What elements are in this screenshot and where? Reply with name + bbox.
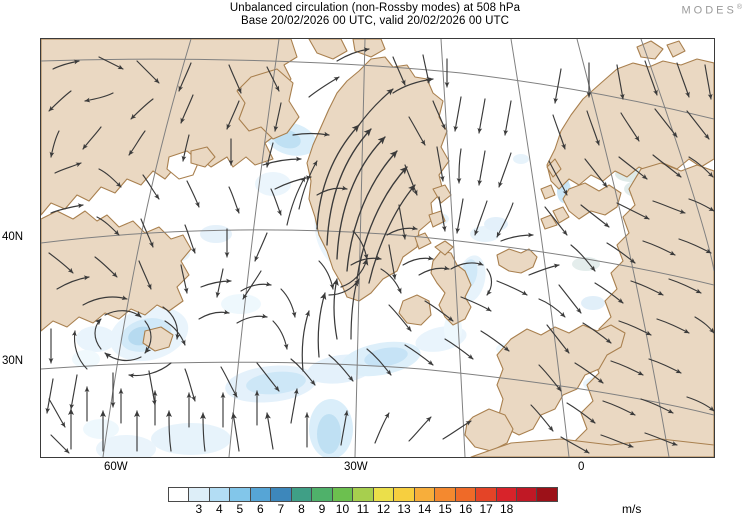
map-plot-area[interactable] — [40, 38, 715, 458]
colorbar-tick: 5 — [236, 502, 244, 516]
colorbar-swatch — [230, 488, 251, 501]
colorbar-tick: 9 — [318, 502, 326, 516]
y-axis-label-40n: 40N — [2, 231, 24, 243]
colorbar-swatch — [291, 488, 313, 501]
colorbar-swatch — [169, 488, 190, 501]
modes-logo-text: MODES — [681, 4, 737, 17]
colorbar-tick: 18 — [499, 502, 514, 516]
colorbar-tick: 4 — [215, 502, 223, 516]
colorbar-tick: 11 — [356, 502, 370, 516]
colorbar-swatch — [455, 488, 477, 501]
x-axis-label-30w: 30W — [344, 461, 368, 473]
colorbar-swatch — [332, 488, 354, 501]
colorbar-tick: 12 — [376, 502, 391, 516]
y-axis-label-30n: 30N — [2, 355, 24, 367]
colorbar-swatch — [516, 488, 538, 501]
colorbar-tick: 7 — [277, 502, 285, 516]
map-canvas — [41, 39, 714, 457]
chart-title: Unbalanced circulation (non-Rossby modes… — [0, 2, 750, 28]
x-axis-label-0: 0 — [578, 461, 585, 473]
colorbar-swatch — [189, 488, 210, 501]
graticule-layer — [41, 39, 714, 457]
x-axis-label-60w: 60W — [104, 461, 128, 473]
colorbar-swatch — [271, 488, 292, 501]
modes-logo: MODES® — [681, 4, 742, 17]
colorbar-unit-label: m/s — [622, 502, 642, 516]
colorbar-tick: 6 — [257, 502, 264, 516]
colorbar — [168, 487, 558, 502]
colorbar-tick: 13 — [397, 502, 411, 516]
colorbar-tick: 10 — [335, 502, 350, 516]
colorbar-swatch — [353, 488, 374, 501]
title-line-1: Unbalanced circulation (non-Rossby modes… — [229, 2, 521, 14]
colorbar-swatch — [250, 488, 272, 501]
colorbar-tick: 3 — [195, 502, 203, 516]
colorbar-swatch — [476, 488, 497, 501]
colorbar-swatch — [373, 488, 395, 501]
colorbar-swatch — [496, 488, 517, 501]
colorbar-swatch — [394, 488, 415, 501]
colorbar-swatch — [435, 488, 456, 501]
colorbar-tick-labels: 3 4 5 6 7 8 9 10 11 12 13 14 15 16 17 18 — [168, 502, 558, 518]
title-line-2: Base 20/02/2026 00 UTC, valid 20/02/2026… — [240, 15, 510, 27]
colorbar-swatch — [414, 488, 436, 501]
registered-mark-icon: ® — [736, 4, 742, 11]
colorbar-swatch — [312, 488, 333, 501]
landmass-layer — [41, 39, 714, 457]
colorbar-tick: 8 — [298, 502, 305, 516]
colorbar-tick: 16 — [458, 502, 473, 516]
colorbar-tick: 17 — [479, 502, 493, 516]
colorbar-swatch — [537, 488, 557, 501]
colorbar-tick: 14 — [417, 502, 432, 516]
wind-vector-layer — [45, 47, 714, 454]
colorbar-swatch — [209, 488, 231, 501]
colorbar-tick: 15 — [438, 502, 452, 516]
